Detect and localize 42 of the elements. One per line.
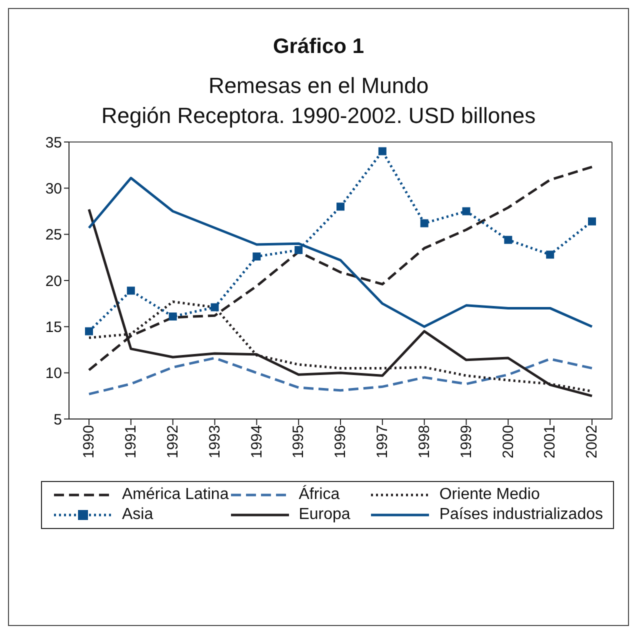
x-tick-label: 1994 xyxy=(248,425,266,458)
line-series xyxy=(88,356,594,396)
point xyxy=(294,246,303,254)
legend-label: Asia xyxy=(122,506,154,524)
point xyxy=(462,207,470,216)
point xyxy=(588,217,596,226)
y-tick-label: 15 xyxy=(45,318,62,336)
y-tick-label: 20 xyxy=(45,272,62,290)
y-tick-label: 25 xyxy=(45,226,62,244)
point xyxy=(378,147,386,156)
x-tick-label: 1990 xyxy=(80,425,98,458)
x-tick-label: 2002 xyxy=(584,425,601,458)
y-tick-label: 35 xyxy=(45,134,62,152)
chart-title: Gráfico 1 xyxy=(272,35,366,59)
y-tick-label: 30 xyxy=(45,180,62,198)
x-tick-label: 1991 xyxy=(122,425,140,458)
point xyxy=(336,202,344,211)
point xyxy=(85,327,93,336)
x-tick-label: 1992 xyxy=(164,425,182,458)
x-tick-label: 1997 xyxy=(374,425,392,458)
y-tick-label: 10 xyxy=(45,365,62,382)
x-tick-label: 1993 xyxy=(206,425,224,458)
legend-label: Europa xyxy=(298,506,350,524)
legend-label: Oriente Medio xyxy=(439,486,540,504)
x-tick-label: 2001 xyxy=(542,425,559,458)
point xyxy=(126,286,135,295)
legend-label: Países industrializados xyxy=(439,506,603,524)
point xyxy=(168,312,177,321)
point xyxy=(546,250,554,259)
x-tick-label: 1998 xyxy=(416,425,433,458)
x-tick-label: 2000 xyxy=(500,425,517,458)
x-tick-label: 1995 xyxy=(290,425,308,458)
point xyxy=(252,252,261,260)
point xyxy=(504,236,512,244)
point xyxy=(420,219,428,228)
legend-label: África xyxy=(298,486,340,504)
x-tick-label: 1999 xyxy=(458,425,475,458)
chart-subtitle: Remesas en el Mundo Región Receptora. 1990-2002. USD billones xyxy=(100,72,537,130)
y-tick-label: 5 xyxy=(54,411,62,428)
legend-label: América Latina xyxy=(122,486,229,504)
x-tick-label: 1996 xyxy=(332,425,350,458)
point xyxy=(210,303,219,312)
